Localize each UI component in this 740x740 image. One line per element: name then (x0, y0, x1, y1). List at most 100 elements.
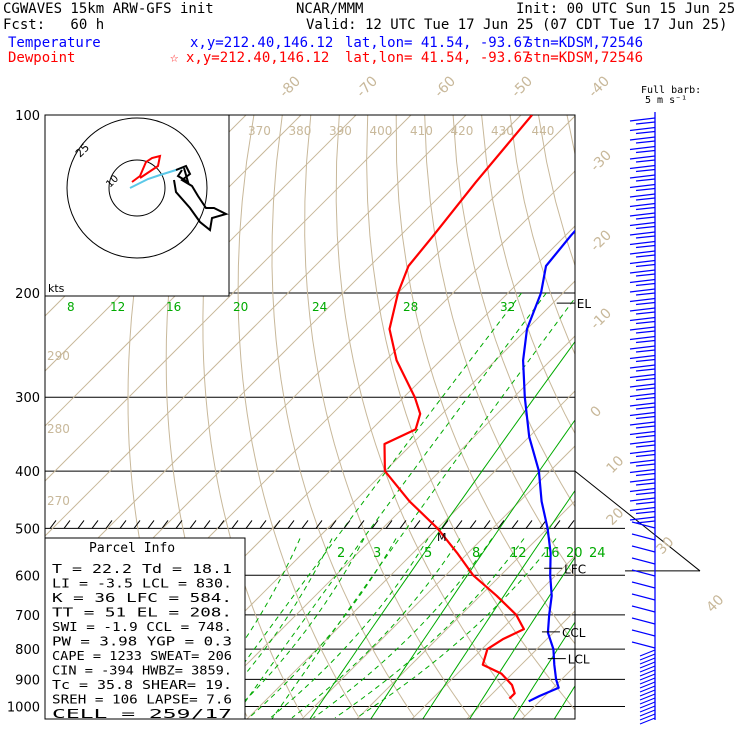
wind-barb (629, 164, 656, 170)
isotherm-tick-label: -30 (588, 147, 615, 174)
wind-barb (639, 709, 656, 717)
parcel-info-title: Parcel Info (89, 541, 175, 556)
theta-label: 410 (410, 124, 433, 138)
level-label: EL (577, 297, 592, 311)
theta-label: 370 (248, 124, 271, 138)
theta-label: 400 (370, 124, 393, 138)
mixing-ratio-label: 16 (166, 300, 181, 314)
wind-barb (635, 453, 656, 458)
init-time: Init: 00 UTC Sun 15 Jun 25 (516, 1, 736, 17)
hodograph-ring (108, 159, 166, 217)
hatch-mark (469, 520, 477, 529)
isotherm-tick-label: -70 (354, 73, 381, 100)
theta-label: 280 (47, 422, 70, 436)
wind-barb (635, 197, 656, 201)
wind-barb (631, 617, 656, 625)
wind-barb (631, 629, 656, 637)
mixing-ratio-line (422, 489, 575, 719)
dry-adiabat-line (681, 115, 740, 717)
parcel-info-box (44, 537, 246, 720)
wind-barb (629, 449, 656, 455)
temperature-legend: Temperature (8, 35, 101, 51)
wind-barb (629, 326, 656, 331)
hodograph-ring (66, 117, 208, 259)
hatch-mark (119, 520, 127, 529)
wind-barb (635, 406, 656, 410)
parcel-info-row: SREH = 106 LAPSE= 7.6 (52, 693, 232, 707)
isotherm-tick-label: 10 (604, 453, 628, 477)
hatch-mark (133, 520, 141, 529)
isotherm-tick-label: 30 (654, 534, 678, 558)
isotherm-tick-label: 20 (604, 505, 628, 529)
wind-barb (635, 425, 656, 429)
wind-barb (635, 225, 656, 230)
wind-barb (631, 581, 656, 589)
isotherm-tick-label: -20 (588, 227, 615, 254)
isotherm-tick-label: 40 (704, 592, 728, 616)
dewpoint-profile (383, 115, 533, 700)
wind-barb (631, 569, 656, 577)
wind-barb (635, 311, 656, 315)
wind-barb (629, 497, 656, 502)
isotherm-line (687, 115, 740, 719)
pressure-tick-label: 800 (15, 643, 40, 658)
dewpoint-star-icon: ☆ (170, 50, 179, 66)
wind-barb (635, 168, 656, 173)
hatch-mark (259, 520, 267, 529)
hodograph-units: kts (48, 282, 65, 295)
wind-barb (635, 263, 656, 268)
dry-adiabat-line (304, 115, 470, 717)
wind-barb (635, 434, 656, 439)
hatch-mark (189, 520, 197, 529)
isotherm-tick-label: 0 (588, 403, 606, 421)
wind-barb (635, 482, 656, 486)
wind-barb (629, 307, 656, 312)
theta-label: 380 (289, 124, 312, 138)
hodograph-box (44, 114, 230, 297)
barb-legend-unit: 5 m s⁻¹ (645, 95, 688, 106)
mixing-ratio-label: 12 (110, 300, 125, 314)
isotherm-line (246, 390, 575, 719)
parcel-info-row: SWI = -1.9 CCL = 748. (52, 620, 232, 634)
mixing-ratio-line (370, 419, 575, 719)
wind-barb (635, 187, 656, 192)
isotherm-line (45, 115, 357, 427)
parcel-info-row: TT = 51 EL = 208. (52, 606, 232, 620)
parcel-info-row: PW = 3.98 YGP = 0.3 (52, 635, 232, 649)
wind-barb (635, 501, 656, 505)
wind-barb (631, 545, 656, 553)
isotherm-line (45, 115, 412, 482)
hatch-mark (371, 520, 379, 529)
theta-label: 430 (491, 124, 514, 138)
wind-barb (635, 415, 656, 420)
isotherm-tick-label: -40 (586, 73, 613, 100)
wind-barb (629, 468, 656, 474)
wind-barb (635, 472, 656, 477)
valid-time: Valid: 12 UTC Tue 17 Jun 25 (07 CDT Tue … (306, 17, 728, 33)
hodograph-trace (131, 154, 162, 183)
parcel-info-row: LI = -3.5 LCL = 830. (52, 577, 232, 591)
pressure-tick-label: 900 (15, 673, 40, 688)
wind-barb (635, 320, 656, 325)
dewpoint-legend: Dewpoint (8, 50, 76, 66)
isotherm-line (45, 115, 467, 537)
pressure-tick-label: 1000 (7, 700, 40, 715)
wind-barb (639, 713, 656, 721)
dry-adiabat-line (271, 115, 415, 717)
wind-barb (631, 533, 656, 541)
wind-barb (639, 697, 656, 705)
wind-barb (635, 130, 656, 135)
hatch-mark (161, 520, 169, 529)
dry-adiabat-line (366, 115, 575, 711)
wind-barb (629, 316, 656, 322)
wind-barb (629, 392, 656, 398)
wind-barb (639, 657, 656, 665)
wind-barb (639, 701, 656, 709)
mixing-ratio-label: 20 (233, 300, 248, 314)
hatch-mark (413, 520, 421, 529)
mixing-ratio-label: 2 (337, 546, 345, 561)
mixing-ratio-label: 8 (472, 546, 480, 561)
hatch-mark (427, 520, 435, 529)
wind-barb (639, 677, 656, 685)
hatch-mark (175, 520, 183, 529)
